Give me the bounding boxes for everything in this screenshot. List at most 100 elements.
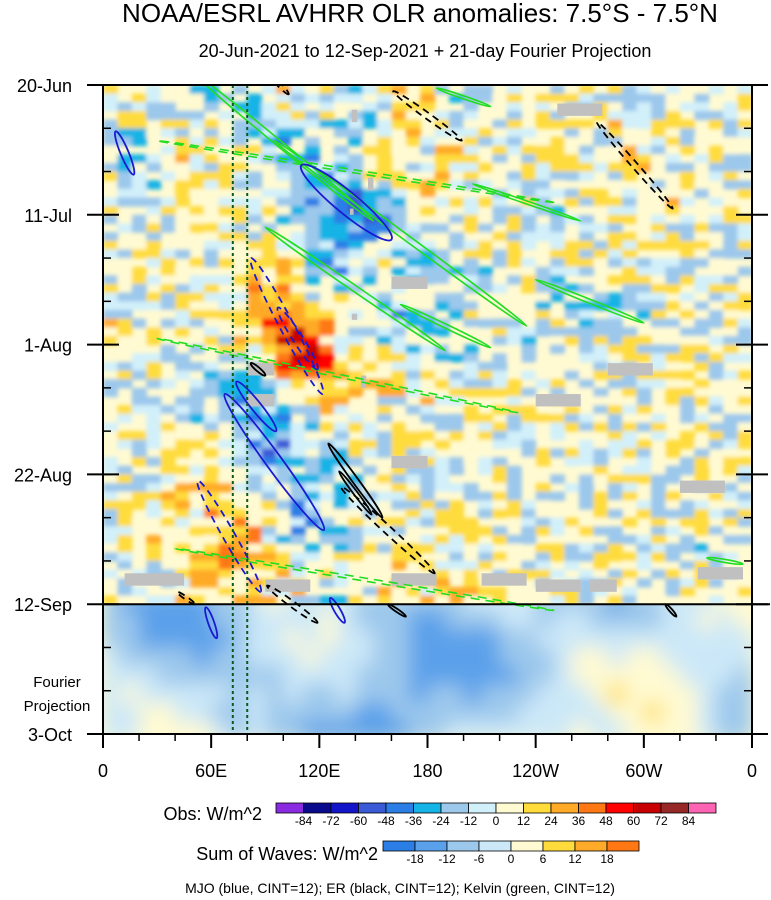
obs-cell — [708, 543, 724, 553]
projection-cell — [661, 721, 681, 734]
obs-cell — [405, 266, 421, 276]
projection-cell — [697, 721, 717, 734]
obs-cell — [492, 119, 508, 129]
obs-cell — [333, 448, 349, 458]
obs-cell — [492, 240, 508, 251]
mjo-contour — [204, 606, 219, 640]
obs-cell — [564, 249, 580, 259]
obs-cell — [333, 275, 349, 285]
projection-cell — [175, 684, 195, 705]
obs-cell — [304, 275, 320, 285]
obs-cell — [189, 223, 205, 233]
obs-cell — [232, 197, 248, 207]
projection-cell — [481, 604, 501, 612]
projection-cell — [337, 610, 357, 630]
obs-cell — [247, 517, 263, 527]
obs-cell — [636, 413, 652, 424]
obs-cell — [737, 491, 752, 501]
projection-cell — [481, 703, 501, 723]
obs-cell — [247, 483, 263, 493]
projection-cell — [283, 610, 303, 630]
projection-cell — [103, 610, 123, 630]
obs-cell — [319, 578, 335, 588]
obs-cell — [304, 483, 320, 493]
projection-cell — [679, 721, 699, 734]
obs-cell — [348, 526, 364, 536]
obs-cell — [420, 413, 436, 424]
obs-cell — [131, 335, 147, 346]
obs-cell — [477, 309, 493, 320]
obs-cell — [578, 284, 594, 294]
obs-cell — [737, 266, 752, 276]
obs-cell — [319, 258, 335, 268]
obs-cell — [434, 457, 450, 467]
obs-cell — [203, 534, 219, 545]
obs-cell — [477, 422, 493, 432]
obs-cell — [160, 214, 176, 225]
obs-cell — [535, 483, 551, 493]
projection-cell — [643, 610, 663, 630]
obs-cell — [146, 232, 162, 242]
obs-cell — [333, 569, 349, 579]
obs-cell — [506, 552, 522, 562]
obs-cell — [290, 154, 306, 164]
obs-cell — [304, 387, 320, 398]
obs-cell — [348, 206, 364, 216]
projection-cell — [697, 666, 717, 686]
obs-cell — [521, 422, 537, 432]
obs-cell — [160, 154, 176, 164]
obs-cell — [723, 240, 739, 251]
obs-cell — [203, 249, 219, 259]
obs-cell — [261, 500, 277, 510]
obs-cell — [117, 223, 133, 233]
obs-cell — [261, 318, 277, 328]
obs-cell — [463, 171, 479, 181]
obs-cell — [492, 526, 508, 536]
obs-cell — [550, 569, 566, 579]
projection-cell — [445, 703, 465, 723]
obs-cell — [477, 387, 493, 398]
obs-cell — [449, 292, 465, 302]
projection-cell — [733, 628, 752, 649]
obs-cell — [420, 85, 436, 95]
obs-cell — [146, 361, 162, 372]
projection-cell — [607, 703, 627, 723]
projection-cell — [157, 684, 177, 705]
obs-cell — [160, 266, 176, 276]
obs-cell — [333, 578, 349, 588]
obs-cell — [146, 206, 162, 216]
obs-cell — [377, 93, 393, 103]
obs-cell — [405, 448, 421, 458]
obs-cell — [189, 413, 205, 424]
obs-cell — [550, 292, 566, 302]
obs-cell — [348, 595, 364, 604]
projection-cell — [553, 604, 573, 612]
obs-cell — [550, 188, 566, 199]
obs-cell — [723, 249, 739, 259]
obs-cell — [261, 102, 277, 112]
obs-cell — [622, 85, 638, 95]
waves-colorbar-tick-label: 0 — [508, 852, 515, 866]
obs-cell — [506, 128, 522, 138]
obs-cell — [203, 379, 219, 389]
projection-cell — [697, 628, 717, 649]
obs-cell — [290, 275, 306, 285]
obs-cell — [521, 284, 537, 294]
obs-cell — [117, 413, 133, 424]
obs-cell — [477, 509, 493, 519]
obs-cell — [218, 171, 234, 181]
obs-cell — [737, 413, 752, 424]
obs-cell — [737, 180, 752, 190]
obs-cell — [391, 586, 407, 597]
obs-cell — [665, 162, 681, 173]
obs-cell — [276, 344, 292, 354]
obs-cell — [319, 318, 335, 328]
obs-cell — [521, 534, 537, 545]
obs-cell — [160, 405, 176, 415]
obs-cell — [276, 128, 292, 138]
obs-cell — [593, 327, 609, 337]
obs-cell — [694, 474, 710, 484]
obs-cell — [261, 232, 277, 242]
obs-cell — [348, 223, 364, 233]
obs-cell — [103, 569, 119, 579]
